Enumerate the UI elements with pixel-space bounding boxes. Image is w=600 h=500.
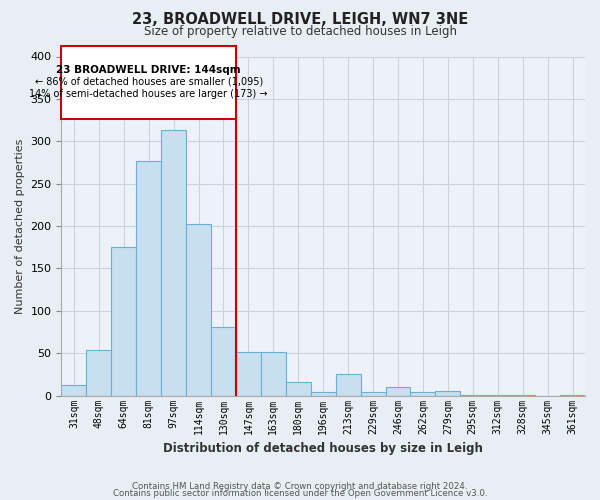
Bar <box>186 224 211 396</box>
Bar <box>510 395 535 396</box>
Text: 23 BROADWELL DRIVE: 144sqm: 23 BROADWELL DRIVE: 144sqm <box>56 65 241 75</box>
Bar <box>286 382 311 396</box>
Y-axis label: Number of detached properties: Number of detached properties <box>15 138 25 314</box>
Bar <box>86 350 111 396</box>
Bar <box>386 387 410 396</box>
Text: 14% of semi-detached houses are larger (173) →: 14% of semi-detached houses are larger (… <box>29 88 268 99</box>
Bar <box>211 327 236 396</box>
Text: Contains public sector information licensed under the Open Government Licence v3: Contains public sector information licen… <box>113 489 487 498</box>
Bar <box>161 130 186 396</box>
Bar <box>236 352 261 396</box>
Bar <box>311 392 335 396</box>
FancyBboxPatch shape <box>61 46 236 119</box>
X-axis label: Distribution of detached houses by size in Leigh: Distribution of detached houses by size … <box>163 442 483 455</box>
Bar <box>111 248 136 396</box>
Bar <box>485 395 510 396</box>
Bar <box>410 392 436 396</box>
Bar <box>61 384 86 396</box>
Text: Contains HM Land Registry data © Crown copyright and database right 2024.: Contains HM Land Registry data © Crown c… <box>132 482 468 491</box>
Text: Size of property relative to detached houses in Leigh: Size of property relative to detached ho… <box>143 25 457 38</box>
Bar <box>560 395 585 396</box>
Bar <box>261 352 286 396</box>
Text: 23, BROADWELL DRIVE, LEIGH, WN7 3NE: 23, BROADWELL DRIVE, LEIGH, WN7 3NE <box>132 12 468 28</box>
Bar <box>436 392 460 396</box>
Bar <box>136 161 161 396</box>
Text: ← 86% of detached houses are smaller (1,095): ← 86% of detached houses are smaller (1,… <box>35 77 263 87</box>
Bar <box>335 374 361 396</box>
Bar <box>460 395 485 396</box>
Bar <box>361 392 386 396</box>
